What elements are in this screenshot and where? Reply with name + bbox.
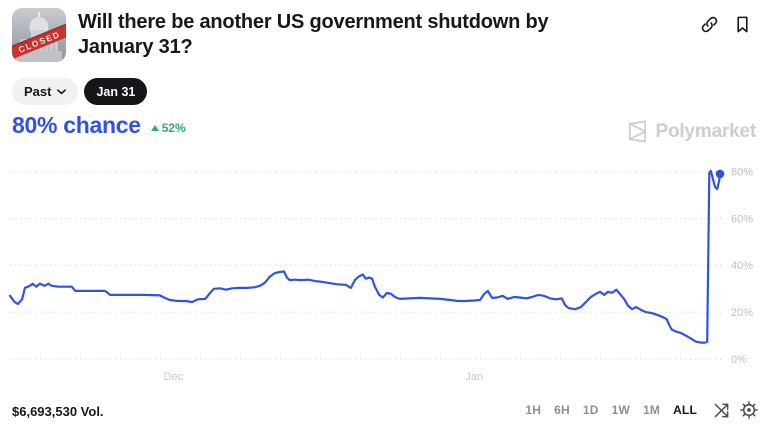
y-axis-label-40: 40% bbox=[731, 260, 753, 272]
polymarket-logo-icon bbox=[628, 120, 646, 143]
expand-chart-button[interactable] bbox=[713, 402, 730, 419]
settings-gear-icon bbox=[740, 401, 758, 419]
price-chart[interactable]: 0% 20% 40% 60% 80% Dec Jan bbox=[0, 158, 768, 393]
range-buttons: 1H 6H 1D 1W 1M ALL bbox=[525, 401, 697, 419]
page-title-line1: Will there be another US government shut… bbox=[78, 11, 549, 33]
chance-value: 80% chance bbox=[12, 112, 141, 138]
range-button-1h[interactable]: 1H bbox=[525, 403, 542, 417]
range-button-all[interactable]: ALL bbox=[673, 403, 697, 417]
chart-tool-icons bbox=[713, 401, 758, 419]
polymarket-watermark: Polymarket bbox=[626, 119, 756, 144]
deadline-tab-jan31[interactable]: Jan 31 bbox=[84, 78, 148, 105]
price-line bbox=[8, 169, 722, 344]
range-button-1m[interactable]: 1M bbox=[642, 403, 661, 417]
range-button-6h[interactable]: 6H bbox=[554, 403, 570, 417]
triangle-up-icon bbox=[150, 124, 159, 131]
bookmark-button[interactable] bbox=[733, 15, 752, 34]
link-icon bbox=[701, 16, 718, 33]
y-axis-label-20: 20% bbox=[731, 307, 753, 319]
chart-settings-button[interactable] bbox=[740, 401, 758, 419]
x-axis-label-Dec: Dec bbox=[164, 371, 184, 383]
chance-summary: 80% chance 52% bbox=[12, 112, 186, 139]
expand-icon bbox=[714, 403, 729, 417]
y-axis-label-0: 0% bbox=[731, 354, 747, 366]
current-price-dot bbox=[715, 169, 725, 179]
bookmark-icon bbox=[737, 16, 748, 33]
page-title-line2: January 31? bbox=[78, 36, 193, 58]
capitol-closed-image: CLOSED bbox=[12, 8, 66, 62]
chevron-down-icon bbox=[57, 88, 67, 94]
copy-link-button[interactable] bbox=[700, 15, 719, 34]
y-axis-label-60: 60% bbox=[731, 213, 753, 225]
header-actions bbox=[700, 15, 752, 34]
page-title: Will there be another US government shut… bbox=[78, 10, 698, 60]
range-button-1w[interactable]: 1W bbox=[611, 403, 630, 417]
filter-row: Past Jan 31 bbox=[12, 78, 148, 105]
chart-controls: 1H 6H 1D 1W 1M ALL bbox=[525, 401, 758, 419]
past-dropdown-label: Past bbox=[24, 84, 52, 99]
market-thumbnail: CLOSED bbox=[12, 8, 66, 62]
chance-change: 52% bbox=[150, 120, 186, 135]
y-axis-label-80: 80% bbox=[731, 167, 753, 179]
polymarket-watermark-label: Polymarket bbox=[655, 120, 757, 142]
deadline-tab-label: Jan 31 bbox=[96, 84, 136, 99]
chance-change-value: 52% bbox=[161, 120, 186, 135]
range-button-1d[interactable]: 1D bbox=[582, 403, 599, 417]
volume-label: $6,693,530 Vol. bbox=[12, 404, 104, 419]
past-dropdown[interactable]: Past bbox=[12, 78, 79, 105]
x-axis-label-Jan: Jan bbox=[465, 371, 483, 383]
